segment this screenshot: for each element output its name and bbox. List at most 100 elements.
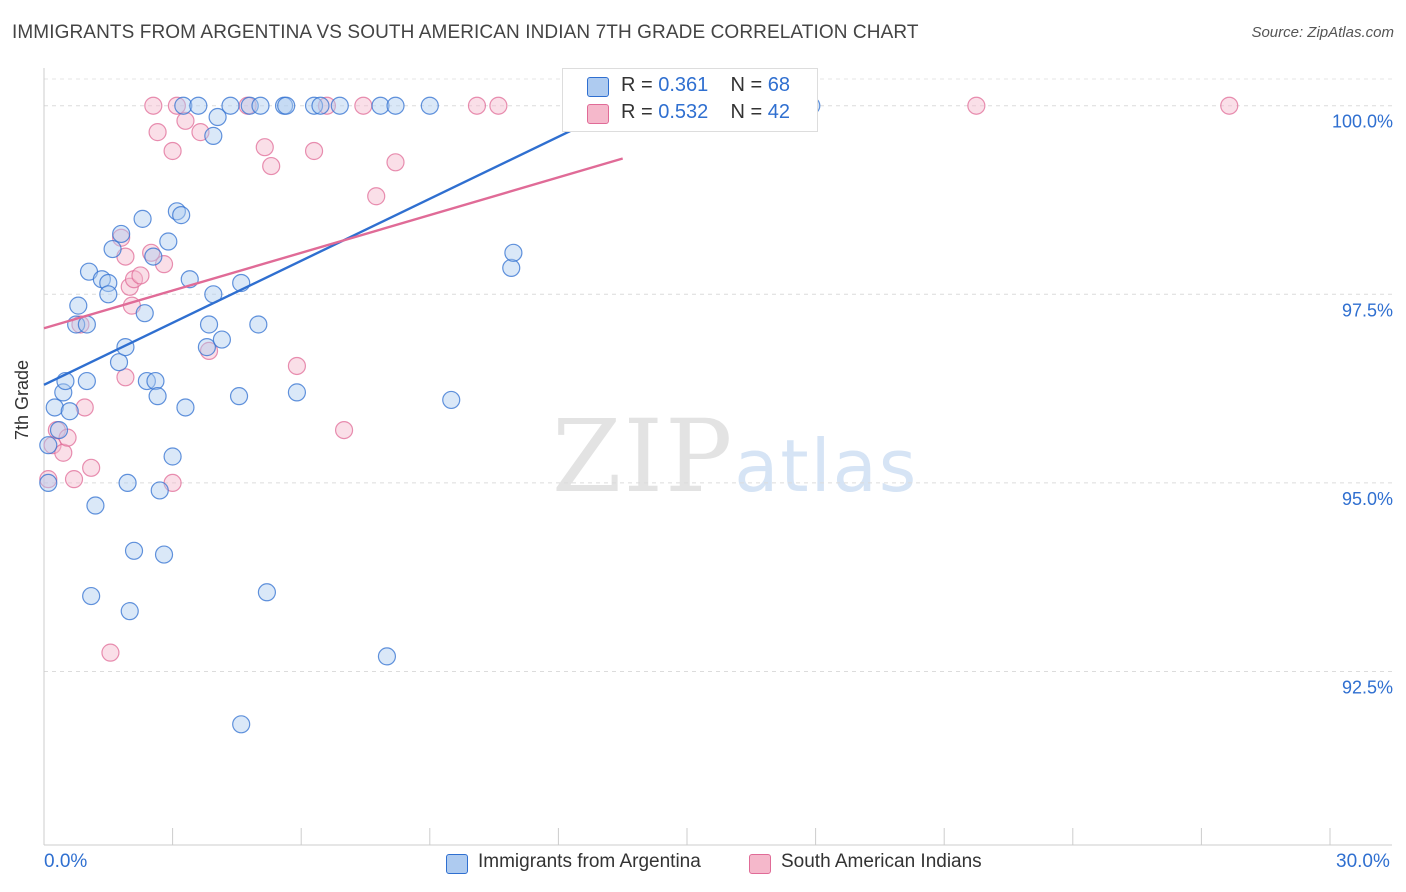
point-argentina bbox=[204, 126, 223, 145]
point-argentina bbox=[154, 545, 174, 564]
point-argentina bbox=[304, 96, 324, 115]
point-south-american-indian bbox=[386, 153, 405, 172]
point-south-american-indian bbox=[367, 187, 386, 206]
point-south-american-indian bbox=[154, 255, 174, 274]
point-south-american-indian bbox=[82, 458, 101, 477]
point-argentina bbox=[82, 586, 101, 606]
point-south-american-indian bbox=[144, 96, 163, 115]
legend-r-label: R = bbox=[621, 101, 659, 123]
watermark: ZIPatlas bbox=[552, 398, 918, 515]
point-argentina bbox=[189, 96, 208, 115]
point-south-american-indian bbox=[163, 141, 182, 161]
legend-n-label: N = bbox=[730, 74, 768, 96]
point-argentina bbox=[502, 258, 521, 278]
point-south-american-indian bbox=[43, 436, 62, 455]
point-south-american-indian bbox=[131, 266, 150, 285]
point-south-american-indian bbox=[54, 443, 73, 462]
point-south-american-indian bbox=[101, 643, 120, 662]
point-argentina bbox=[199, 315, 219, 334]
point-argentina bbox=[163, 447, 182, 466]
point-south-american-indian bbox=[64, 470, 84, 489]
point-argentina bbox=[287, 383, 307, 402]
point-south-american-indian bbox=[287, 356, 307, 376]
point-argentina bbox=[251, 96, 270, 115]
point-argentina bbox=[172, 206, 191, 225]
point-argentina bbox=[133, 209, 152, 228]
point-argentina bbox=[148, 387, 167, 406]
point-south-american-indian bbox=[1220, 96, 1239, 115]
point-argentina bbox=[229, 387, 249, 406]
point-argentina bbox=[504, 243, 523, 262]
point-argentina bbox=[86, 496, 105, 515]
point-south-american-indian bbox=[116, 368, 135, 387]
point-argentina bbox=[69, 296, 88, 315]
point-argentina bbox=[176, 398, 195, 417]
point-argentina bbox=[135, 304, 154, 323]
point-argentina bbox=[103, 239, 122, 259]
point-argentina bbox=[386, 96, 405, 115]
point-argentina bbox=[240, 96, 259, 115]
point-argentina bbox=[112, 224, 131, 244]
watermark-atlas: atlas bbox=[734, 424, 919, 508]
legend-swatch-pink bbox=[749, 854, 771, 874]
trend-line-argentina bbox=[43, 104, 624, 386]
point-argentina bbox=[249, 315, 268, 334]
source-label: Source: ZipAtlas.com bbox=[1251, 24, 1394, 41]
point-argentina bbox=[420, 96, 439, 115]
point-argentina bbox=[159, 232, 178, 251]
point-argentina bbox=[49, 420, 69, 440]
point-south-american-indian bbox=[467, 96, 487, 115]
point-argentina bbox=[60, 402, 79, 421]
point-argentina bbox=[377, 647, 397, 666]
trend-line-south-american-indian bbox=[43, 157, 624, 330]
point-south-american-indian bbox=[148, 123, 167, 142]
point-argentina bbox=[144, 247, 163, 266]
point-argentina bbox=[39, 436, 58, 455]
point-argentina bbox=[232, 715, 251, 734]
point-south-american-indian bbox=[317, 96, 337, 115]
point-argentina bbox=[54, 383, 73, 402]
legend-r-value: 0.361 bbox=[658, 74, 709, 96]
point-argentina bbox=[109, 353, 129, 372]
legend-r-value: 0.532 bbox=[658, 101, 709, 123]
point-argentina bbox=[212, 330, 231, 349]
point-argentina bbox=[124, 541, 144, 560]
point-south-american-indian bbox=[304, 141, 324, 161]
x-tick-max: 30.0% bbox=[1336, 851, 1390, 872]
point-argentina bbox=[118, 473, 137, 493]
point-south-american-indian bbox=[967, 96, 986, 115]
point-argentina bbox=[277, 96, 296, 115]
y-tick-label: 97.5% bbox=[1342, 300, 1393, 320]
point-south-american-indian bbox=[262, 156, 281, 176]
legend-label-argentina: Immigrants from Argentina bbox=[478, 851, 701, 872]
legend-swatch-pink bbox=[587, 104, 609, 124]
point-argentina bbox=[77, 371, 96, 391]
point-argentina bbox=[174, 96, 193, 115]
legend-n-value: 42 bbox=[767, 101, 791, 123]
legend-swatch-blue bbox=[446, 854, 468, 874]
point-south-american-indian bbox=[75, 398, 94, 417]
point-argentina bbox=[197, 338, 216, 357]
point-argentina bbox=[221, 96, 240, 115]
point-argentina bbox=[146, 371, 165, 391]
point-argentina bbox=[39, 473, 58, 493]
point-south-american-indian bbox=[176, 111, 195, 130]
legend-n-value: 68 bbox=[767, 74, 791, 96]
point-south-american-indian bbox=[255, 138, 274, 157]
stats-legend: R = 0.361 N = 68 R = 0.532 N = 42 bbox=[562, 68, 818, 132]
legend-swatch-blue bbox=[587, 77, 609, 97]
point-argentina bbox=[150, 481, 169, 500]
point-argentina bbox=[311, 96, 330, 115]
y-tick-label: 100.0% bbox=[1332, 112, 1393, 132]
legend-n-label: N = bbox=[730, 101, 768, 123]
point-south-american-indian bbox=[489, 96, 508, 115]
watermark-zip: ZIP bbox=[552, 398, 735, 515]
legend-label-indians: South American Indians bbox=[781, 851, 982, 872]
point-argentina bbox=[330, 96, 349, 115]
x-tick-min: 0.0% bbox=[44, 851, 88, 872]
point-argentina bbox=[120, 602, 139, 621]
y-tick-label: 92.5% bbox=[1342, 677, 1393, 697]
point-south-american-indian bbox=[71, 315, 90, 334]
chart-title: IMMIGRANTS FROM ARGENTINA VS SOUTH AMERI… bbox=[12, 22, 919, 43]
